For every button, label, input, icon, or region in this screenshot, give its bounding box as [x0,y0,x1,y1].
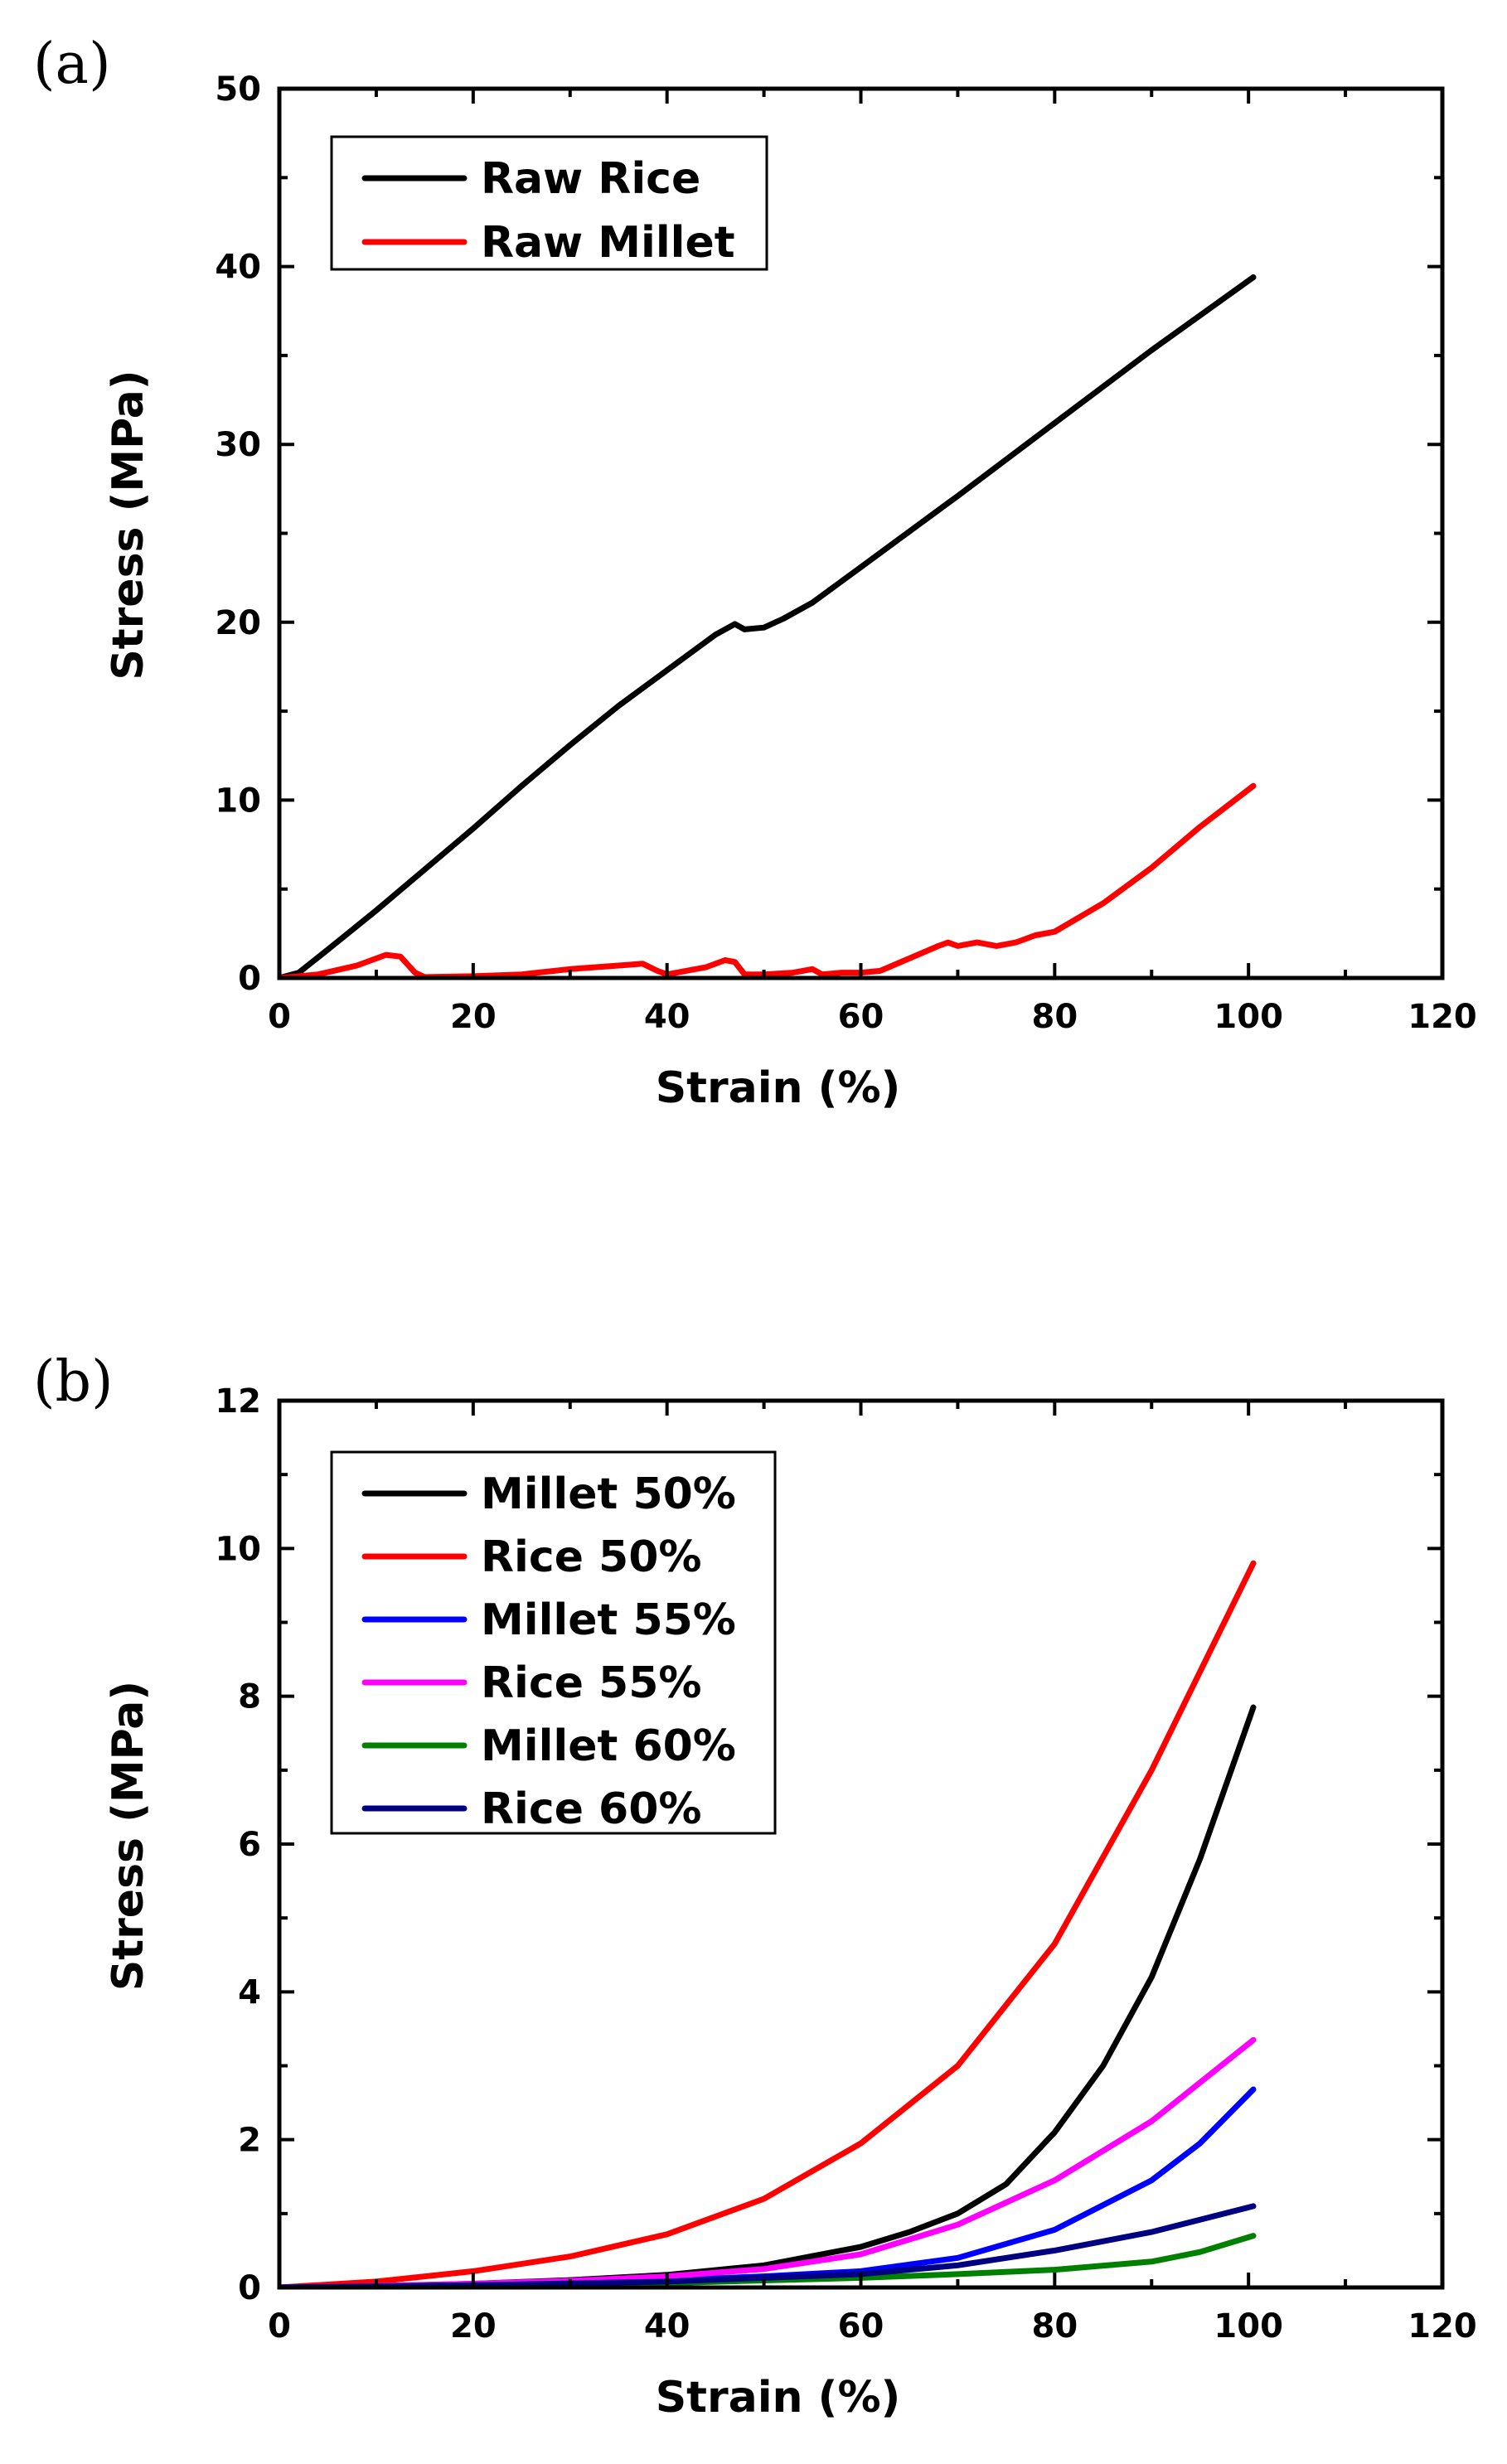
y-tick-label: 50 [215,70,261,109]
legend-box [330,135,768,271]
x-tick-label: 0 [268,998,291,1036]
x-tick-label: 80 [1031,998,1078,1036]
x-tick-label: 60 [838,2307,884,2345]
y-tick-label: 8 [238,1678,261,1716]
legend-entry: Millet 55% [481,1595,736,1645]
legend-entry: Rice 60% [481,1784,702,1834]
x-tick-label: 120 [1408,2307,1477,2345]
legend-entry: Rice 55% [481,1658,702,1708]
series-line-raw-millet [279,782,1257,978]
y-tick-label: 6 [238,1826,261,1864]
y-tick-label: 4 [238,1973,261,2011]
legend-entry: Raw Millet [481,218,735,268]
x-tick-label: 100 [1214,998,1283,1036]
y-tick-label: 40 [215,249,261,287]
x-tick-label: 80 [1031,2307,1078,2345]
legend-entry: Rice 50% [481,1532,702,1582]
y-axis-title: Stress (MPa) [104,1681,153,1991]
legend: Millet 50% Rice 50% Millet 55% Rice 55% Mill… [330,1450,777,1835]
series-line-raw-rice [279,274,1257,978]
series-line-rice-55- [279,2036,1257,2287]
x-axis-title: Strain (%) [656,1063,901,1113]
x-tick-label: 20 [450,2307,497,2345]
y-tick-label: 10 [215,1530,261,1568]
x-tick-label: 40 [644,2307,691,2345]
plot-area [279,274,1257,978]
y-tick-label: 30 [215,426,261,464]
x-tick-label: 60 [838,998,884,1036]
legend-entry: Raw Rice [481,154,700,204]
series-line-rice-60- [279,2203,1257,2287]
y-axis-title: Stress (MPa) [104,370,153,680]
x-axis-title: Strain (%) [656,2373,901,2423]
x-tick-label: 40 [644,998,691,1036]
legend-box [330,1450,777,1835]
y-tick-label: 0 [238,960,261,998]
panel-b: (b) 0 20 40 60 80 100 120 0 2 4 6 8 10 12 Strain (%) Str… [33,1349,1477,2423]
y-tick-label: 0 [238,2269,261,2307]
plot-area [279,1560,1257,2287]
series-line-rice-50- [279,1560,1257,2287]
y-tick-label: 10 [215,782,261,820]
x-tick-label: 0 [268,2307,291,2345]
x-tick-label: 100 [1214,2307,1283,2345]
x-tick-label: 120 [1408,998,1477,1036]
panel-a: (a) 0 20 40 60 80 100 120 0 10 20 30 40 50 Strain (%) S… [33,31,1477,1113]
y-tick-label: 20 [215,604,261,642]
x-tick-label: 20 [450,998,497,1036]
series-line-millet-55- [279,2086,1257,2287]
legend-entry: Millet 50% [481,1469,736,1519]
y-tick-label: 2 [238,2122,261,2160]
y-tick-label: 12 [215,1382,261,1421]
legend: Raw Rice Raw Millet [330,135,768,271]
panel-label: (b) [33,1349,114,1415]
legend-entry: Millet 60% [481,1721,736,1771]
panel-label: (a) [33,31,111,97]
